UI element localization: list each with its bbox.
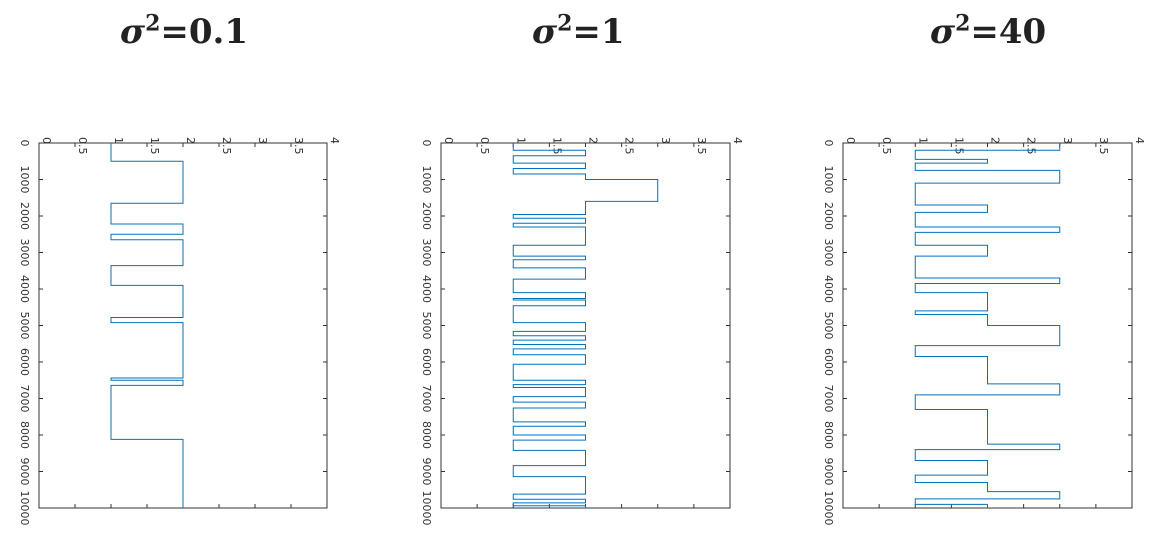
y-tick-label: 6000 — [420, 348, 433, 376]
y-tick-label: 3000 — [420, 239, 433, 267]
y-tick-label: 9000 — [420, 458, 433, 486]
y-tick-label: 1000 — [822, 166, 835, 194]
y-tick-label: 10000 — [822, 491, 835, 526]
exponent: 2 — [145, 10, 161, 37]
y-tick-label: 8000 — [420, 421, 433, 449]
x-tick-label: 0.5 — [76, 137, 89, 155]
y-tick-label: 1000 — [420, 166, 433, 194]
x-tick-label: 3.5 — [292, 137, 305, 155]
title-value: =40 — [970, 12, 1047, 52]
chart-panel-2: 0 0.5 1 1.5 2 2.5 3 3.5 4 0 1000 2000 3000 4000 5000 60… — [420, 137, 744, 526]
y-tick-label: 3000 — [822, 239, 835, 267]
x-tick-label: 0.5 — [478, 137, 491, 155]
x-tick-label: 1.5 — [148, 137, 161, 155]
series-line — [512, 143, 659, 508]
y-tick-label: 2000 — [822, 202, 835, 230]
x-tick-label: 0 — [442, 137, 455, 144]
chart-title-2: σ2=1 — [532, 12, 625, 52]
title-value: =0.1 — [160, 12, 249, 52]
x-tick-label: 4 — [731, 137, 744, 144]
x-tick-label: 2.5 — [623, 137, 636, 155]
y-tick-label: 7000 — [420, 385, 433, 413]
x-tick-label: 2.5 — [1025, 137, 1038, 155]
x-tick-label: 0 — [844, 137, 857, 144]
y-tick-label: 9000 — [18, 458, 31, 486]
x-tick-label: 1 — [514, 137, 527, 144]
y-tick-label: 1000 — [18, 166, 31, 194]
x-tick-label: 4 — [1133, 137, 1146, 144]
y-tick-label: 8000 — [822, 421, 835, 449]
x-tick-label: 3.5 — [1097, 137, 1110, 155]
y-tick-label: 2000 — [420, 202, 433, 230]
y-tick-label: 9000 — [822, 458, 835, 486]
series-line — [110, 143, 184, 508]
y-tick-label: 0 — [420, 140, 433, 147]
y-tick-label: 0 — [18, 140, 31, 147]
sigma-symbol: σ — [120, 12, 146, 52]
y-tick-label: 2000 — [18, 202, 31, 230]
x-tick-label: 4 — [328, 137, 341, 144]
x-tick-label: 1 — [112, 137, 125, 144]
y-tick-label: 3000 — [18, 239, 31, 267]
x-tick-label: 2.5 — [220, 137, 233, 155]
x-tick-label: 0 — [40, 137, 53, 144]
exponent: 2 — [557, 10, 573, 37]
x-tick-label: 0.5 — [880, 137, 893, 155]
x-tick-label: 3 — [1061, 137, 1074, 144]
y-tick-label: 5000 — [822, 312, 835, 340]
series-line — [914, 143, 1061, 508]
y-tick-label: 6000 — [822, 348, 835, 376]
x-tick-label: 2 — [587, 137, 600, 144]
y-tick-label: 10000 — [420, 491, 433, 526]
chart-title-1: σ2=0.1 — [120, 12, 248, 52]
y-tick-label: 6000 — [18, 348, 31, 376]
chart-panel-3: 0 0.5 1 1.5 2 2.5 3 3.5 4 0 1000 2000 3000 4000 5000 60… — [822, 137, 1146, 526]
sigma-symbol: σ — [930, 12, 956, 52]
x-tick-label: 1.5 — [550, 137, 563, 155]
y-tick-label: 4000 — [420, 275, 433, 303]
x-tick-label: 1 — [916, 137, 929, 144]
x-tick-label: 2 — [184, 137, 197, 144]
y-tick-label: 8000 — [18, 421, 31, 449]
y-tick-label: 7000 — [822, 385, 835, 413]
x-tick-label: 1.5 — [952, 137, 965, 155]
y-tick-label: 0 — [822, 140, 835, 147]
x-tick-label: 3 — [256, 137, 269, 144]
title-value: =1 — [572, 12, 625, 52]
y-tick-label: 4000 — [18, 275, 31, 303]
y-tick-label: 5000 — [18, 312, 31, 340]
y-tick-label: 4000 — [822, 275, 835, 303]
sigma-symbol: σ — [532, 12, 558, 52]
y-tick-label: 10000 — [18, 491, 31, 526]
chart-panel-1: 0 0.5 1 1.5 2 2.5 3 3.5 4 0 1000 2000 3000 4000 5000 60… — [18, 137, 341, 526]
y-tick-label: 7000 — [18, 385, 31, 413]
x-tick-label: 3 — [659, 137, 672, 144]
y-tick-label: 5000 — [420, 312, 433, 340]
x-tick-label: 2 — [989, 137, 1002, 144]
exponent: 2 — [955, 10, 971, 37]
chart-title-3: σ2=40 — [930, 12, 1046, 52]
x-tick-label: 3.5 — [695, 137, 708, 155]
